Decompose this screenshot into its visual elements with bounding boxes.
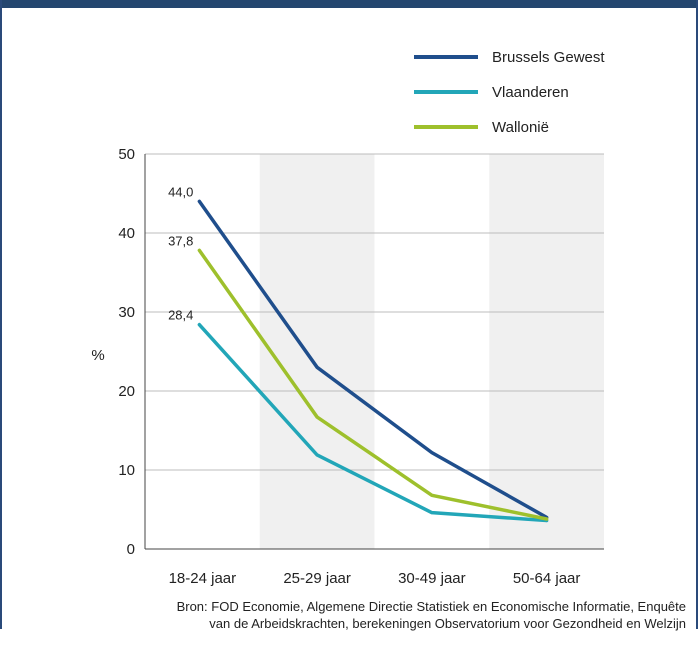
x-tick-4: 50-64 jaar [513, 570, 581, 587]
y-tick-20: 20 [118, 383, 135, 400]
series-lines [197, 199, 549, 523]
line-chart: 0 10 20 30 40 50 18-24 jaar 25-29 jaar 30-49 ja… [91, 49, 605, 587]
y-tick-30: 30 [118, 304, 135, 321]
source-line-1: Bron: FOD Economie, Algemene Directie St… [176, 599, 686, 614]
alternating-bands [259, 154, 604, 549]
series-line-3 [197, 248, 549, 521]
legend-label-3: Wallonië [492, 119, 549, 136]
frame-border-right [696, 0, 698, 629]
x-tick-labels: 18-24 jaar 25-29 jaar 30-49 jaar 50-64 jaar [169, 570, 581, 587]
legend-label-2: Vlaanderen [492, 84, 569, 101]
y-tick-0: 0 [127, 541, 135, 558]
legend-label-1: Brussels Gewest [492, 49, 605, 66]
data-labels: 44,0 37,8 28,4 [168, 184, 193, 322]
data-label-1: 44,0 [168, 184, 193, 199]
series-line-1 [197, 199, 549, 520]
data-label-2: 37,8 [168, 233, 193, 248]
axes [144, 154, 604, 550]
y-tick-50: 50 [118, 146, 135, 163]
y-axis-label: % [91, 347, 104, 364]
band-2 [259, 154, 375, 549]
frame-border-left [0, 0, 2, 629]
x-tick-3: 30-49 jaar [398, 570, 466, 587]
x-tick-1: 18-24 jaar [169, 570, 237, 587]
y-tick-labels: 0 10 20 30 40 50 [118, 146, 135, 558]
source-line-2: van de Arbeidskrachten, berekeningen Obs… [209, 616, 686, 631]
y-tick-40: 40 [118, 225, 135, 242]
band-4 [489, 154, 604, 549]
source-note: Bron: FOD Economie, Algemene Directie St… [40, 598, 686, 632]
series-line-2 [197, 322, 549, 523]
y-tick-10: 10 [118, 462, 135, 479]
data-label-3: 28,4 [168, 308, 193, 323]
title-banner [0, 0, 698, 8]
legend: Brussels Gewest Vlaanderen Wallonië [414, 49, 605, 136]
x-tick-2: 25-29 jaar [283, 570, 351, 587]
